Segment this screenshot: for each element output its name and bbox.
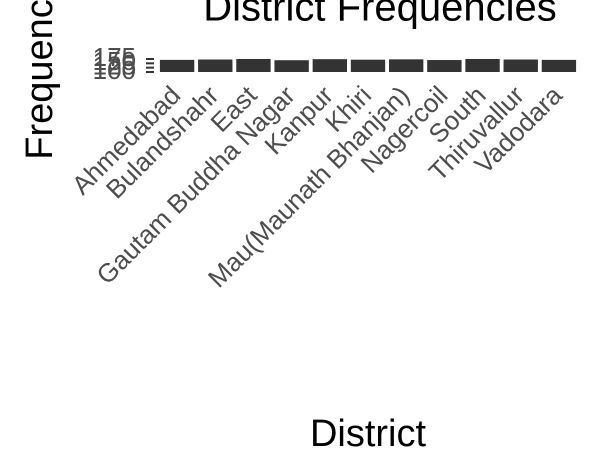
y-axis-label: Frequency <box>19 0 61 160</box>
bar <box>389 59 424 72</box>
y-tick-label: 175 <box>93 42 136 72</box>
bar <box>198 59 233 72</box>
chart-title: District Frequencies <box>203 0 556 30</box>
bar <box>503 59 538 72</box>
bar <box>274 60 309 72</box>
y-tick-label: 125 <box>93 51 136 81</box>
bar <box>427 60 462 72</box>
bar <box>541 59 577 72</box>
bar <box>312 59 347 72</box>
bar <box>159 59 195 72</box>
bar <box>350 59 386 72</box>
y-tick-label: 100 <box>93 55 136 85</box>
bar <box>236 59 271 72</box>
y-tick-label: 150 <box>93 46 136 76</box>
bar <box>465 59 500 72</box>
x-axis-label: District <box>310 413 427 450</box>
